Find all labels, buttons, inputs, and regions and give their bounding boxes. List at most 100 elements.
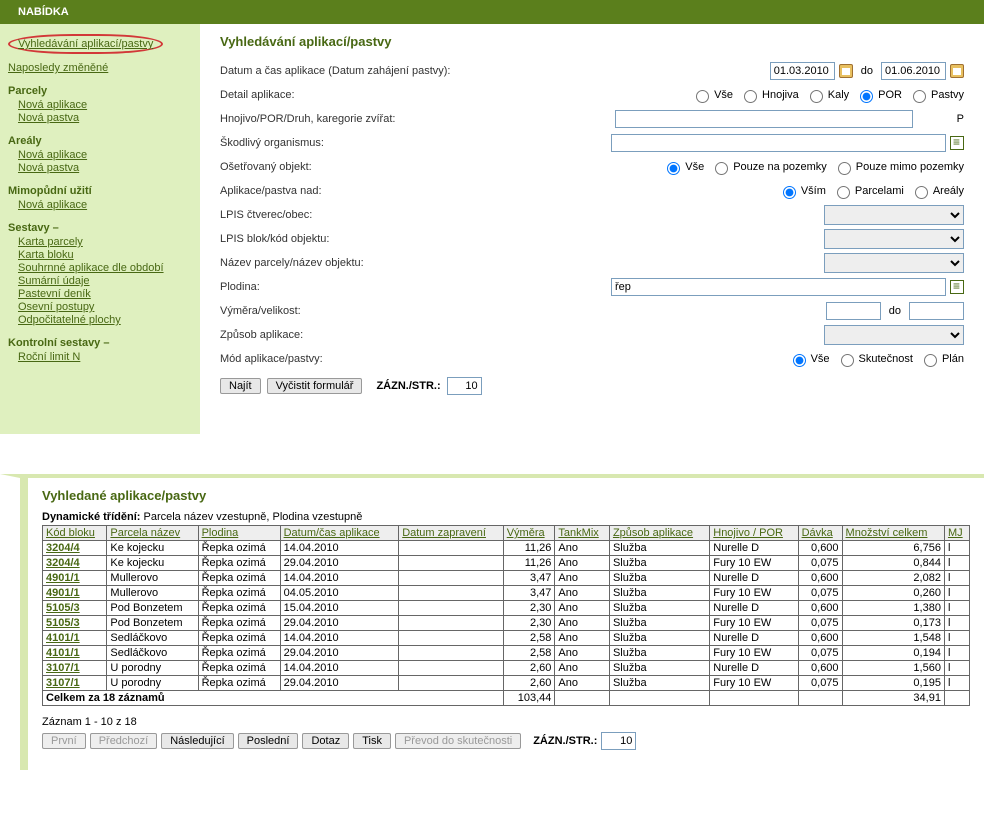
block-link[interactable]: 4101/1 [46,632,80,644]
results-panel: Vyhledané aplikace/pastvy Dynamické tříd… [0,474,984,770]
radio-skutečnost[interactable] [841,354,854,367]
sort-info: Dynamické třídění: Parcela název vzestup… [42,511,970,523]
col-header[interactable]: Kód bloku [46,527,95,539]
sidebar-item[interactable]: Souhrnné aplikace dle období [18,262,164,274]
skodlivy-input[interactable] [611,134,946,152]
radio-areály[interactable] [915,186,928,199]
col-header[interactable]: Datum zapravení [402,527,486,539]
sidebar-item[interactable]: Osevní postupy [18,301,94,313]
label-lpis-ct: LPIS čtverec/obec: [220,209,520,221]
radio-vše[interactable] [793,354,806,367]
col-header[interactable]: Datum/čas aplikace [284,527,380,539]
block-link[interactable]: 4901/1 [46,587,80,599]
calendar-icon[interactable] [950,64,964,78]
radio-vším[interactable] [783,186,796,199]
lpis-ct-select[interactable] [824,205,964,225]
radio-kaly[interactable] [810,90,823,103]
block-link[interactable]: 3204/4 [46,557,80,569]
sidebar-item[interactable]: Nová aplikace [18,99,87,111]
date-from-input[interactable] [770,62,835,80]
col-header[interactable]: Výměra [507,527,545,539]
radio-pastvy[interactable] [913,90,926,103]
col-header[interactable]: Dávka [802,527,833,539]
label-date: Datum a čas aplikace (Datum zahájení pas… [220,65,520,77]
sidebar-group-title: Sestavy – [8,222,192,234]
sidebar-link-recent[interactable]: Naposledy změněné [8,62,108,74]
radio-nad[interactable]: VšímParcelamiAreály [778,183,964,199]
label-hnojivo: Hnojivo/POR/Druh, karegorie zvířat: [220,113,480,125]
sidebar-item[interactable]: Nová pastva [18,112,79,124]
col-header[interactable]: Plodina [202,527,239,539]
label-zpusob: Způsob aplikace: [220,329,520,341]
sidebar-item-search-apps[interactable]: Vyhledávání aplikací/pastvy [8,34,163,54]
top-container: Vyhledávání aplikací/pastvy Naposledy zm… [0,24,984,434]
block-link[interactable]: 5105/3 [46,602,80,614]
block-link[interactable]: 4901/1 [46,572,80,584]
sidebar-link-search-apps[interactable]: Vyhledávání aplikací/pastvy [18,38,153,50]
per-page-label: ZÁZN./STR.: [376,380,440,392]
col-header[interactable]: Hnojivo / POR [713,527,783,539]
zpusob-select[interactable] [824,325,964,345]
radio-pouze mimo pozemky[interactable] [838,162,851,175]
sidebar-item[interactable]: Nová aplikace [18,149,87,161]
col-header[interactable]: TankMix [558,527,598,539]
col-header[interactable]: Parcela název [110,527,180,539]
label-do: do [889,305,901,317]
list-icon[interactable] [950,280,964,294]
sidebar-item[interactable]: Karta bloku [18,249,74,261]
header-bar: NABÍDKA [0,0,984,24]
clear-button[interactable]: Vyčistit formulář [267,378,363,394]
block-link[interactable]: 4101/1 [46,647,80,659]
block-link[interactable]: 3204/4 [46,542,80,554]
date-to-input[interactable] [881,62,946,80]
sidebar-item[interactable]: Sumární údaje [18,275,90,287]
nazev-select[interactable] [824,253,964,273]
radio-hnojiva[interactable] [744,90,757,103]
sidebar-item[interactable]: Odpočitatelné plochy [18,314,121,326]
list-icon[interactable] [950,136,964,150]
radio-por[interactable] [860,90,873,103]
sidebar-item[interactable]: Nová aplikace [18,199,87,211]
block-link[interactable]: 3107/1 [46,677,80,689]
find-button[interactable]: Najít [220,378,261,394]
per-page-input-bottom[interactable] [601,732,636,750]
block-link[interactable]: 3107/1 [46,662,80,674]
hnojivo-input[interactable] [615,110,913,128]
pager-next[interactable]: Následující [161,733,233,749]
table-row: 4901/1MullerovoŘepka ozimá14.04.20103,47… [43,571,970,586]
radio-parcelami[interactable] [837,186,850,199]
plodina-input[interactable] [611,278,946,296]
pager-last[interactable]: Poslední [238,733,299,749]
col-header[interactable]: Množství celkem [846,527,928,539]
radio-vše[interactable] [696,90,709,103]
vymera-to-input[interactable] [909,302,964,320]
table-row: 5105/3Pod BonzetemŘepka ozimá29.04.20102… [43,616,970,631]
pager-print[interactable]: Tisk [353,733,391,749]
radio-pouze na pozemky[interactable] [715,162,728,175]
col-header[interactable]: MJ [948,527,963,539]
pager-info: Záznam 1 - 10 z 18 [42,716,970,728]
vymera-from-input[interactable] [826,302,881,320]
calendar-icon[interactable] [839,64,853,78]
lpis-blok-select[interactable] [824,229,964,249]
sidebar-item[interactable]: Roční limit N [18,351,80,363]
radio-plán[interactable] [924,354,937,367]
form-panel: Vyhledávání aplikací/pastvy Datum a čas … [200,24,984,434]
table-row: 5105/3Pod BonzetemŘepka ozimá15.04.20102… [43,601,970,616]
label-plodina: Plodina: [220,281,520,293]
page-title: Vyhledávání aplikací/pastvy [220,34,964,49]
pager-query[interactable]: Dotaz [302,733,349,749]
block-link[interactable]: 5105/3 [46,617,80,629]
hnojivo-suffix: P [957,113,964,125]
radio-detail[interactable]: VšeHnojivaKalyPORPastvy [691,87,964,103]
label-skodlivy: Škodlivý organismus: [220,137,520,149]
col-header[interactable]: Způsob aplikace [613,527,693,539]
sidebar-item[interactable]: Karta parcely [18,236,83,248]
sidebar-item[interactable]: Pastevní deník [18,288,91,300]
per-page-input[interactable] [447,377,482,395]
label-to: do [861,65,873,77]
radio-objekt[interactable]: VšePouze na pozemkyPouze mimo pozemky [662,159,964,175]
sidebar-item[interactable]: Nová pastva [18,162,79,174]
radio-vše[interactable] [667,162,680,175]
radio-mod[interactable]: VšeSkutečnostPlán [788,351,964,367]
